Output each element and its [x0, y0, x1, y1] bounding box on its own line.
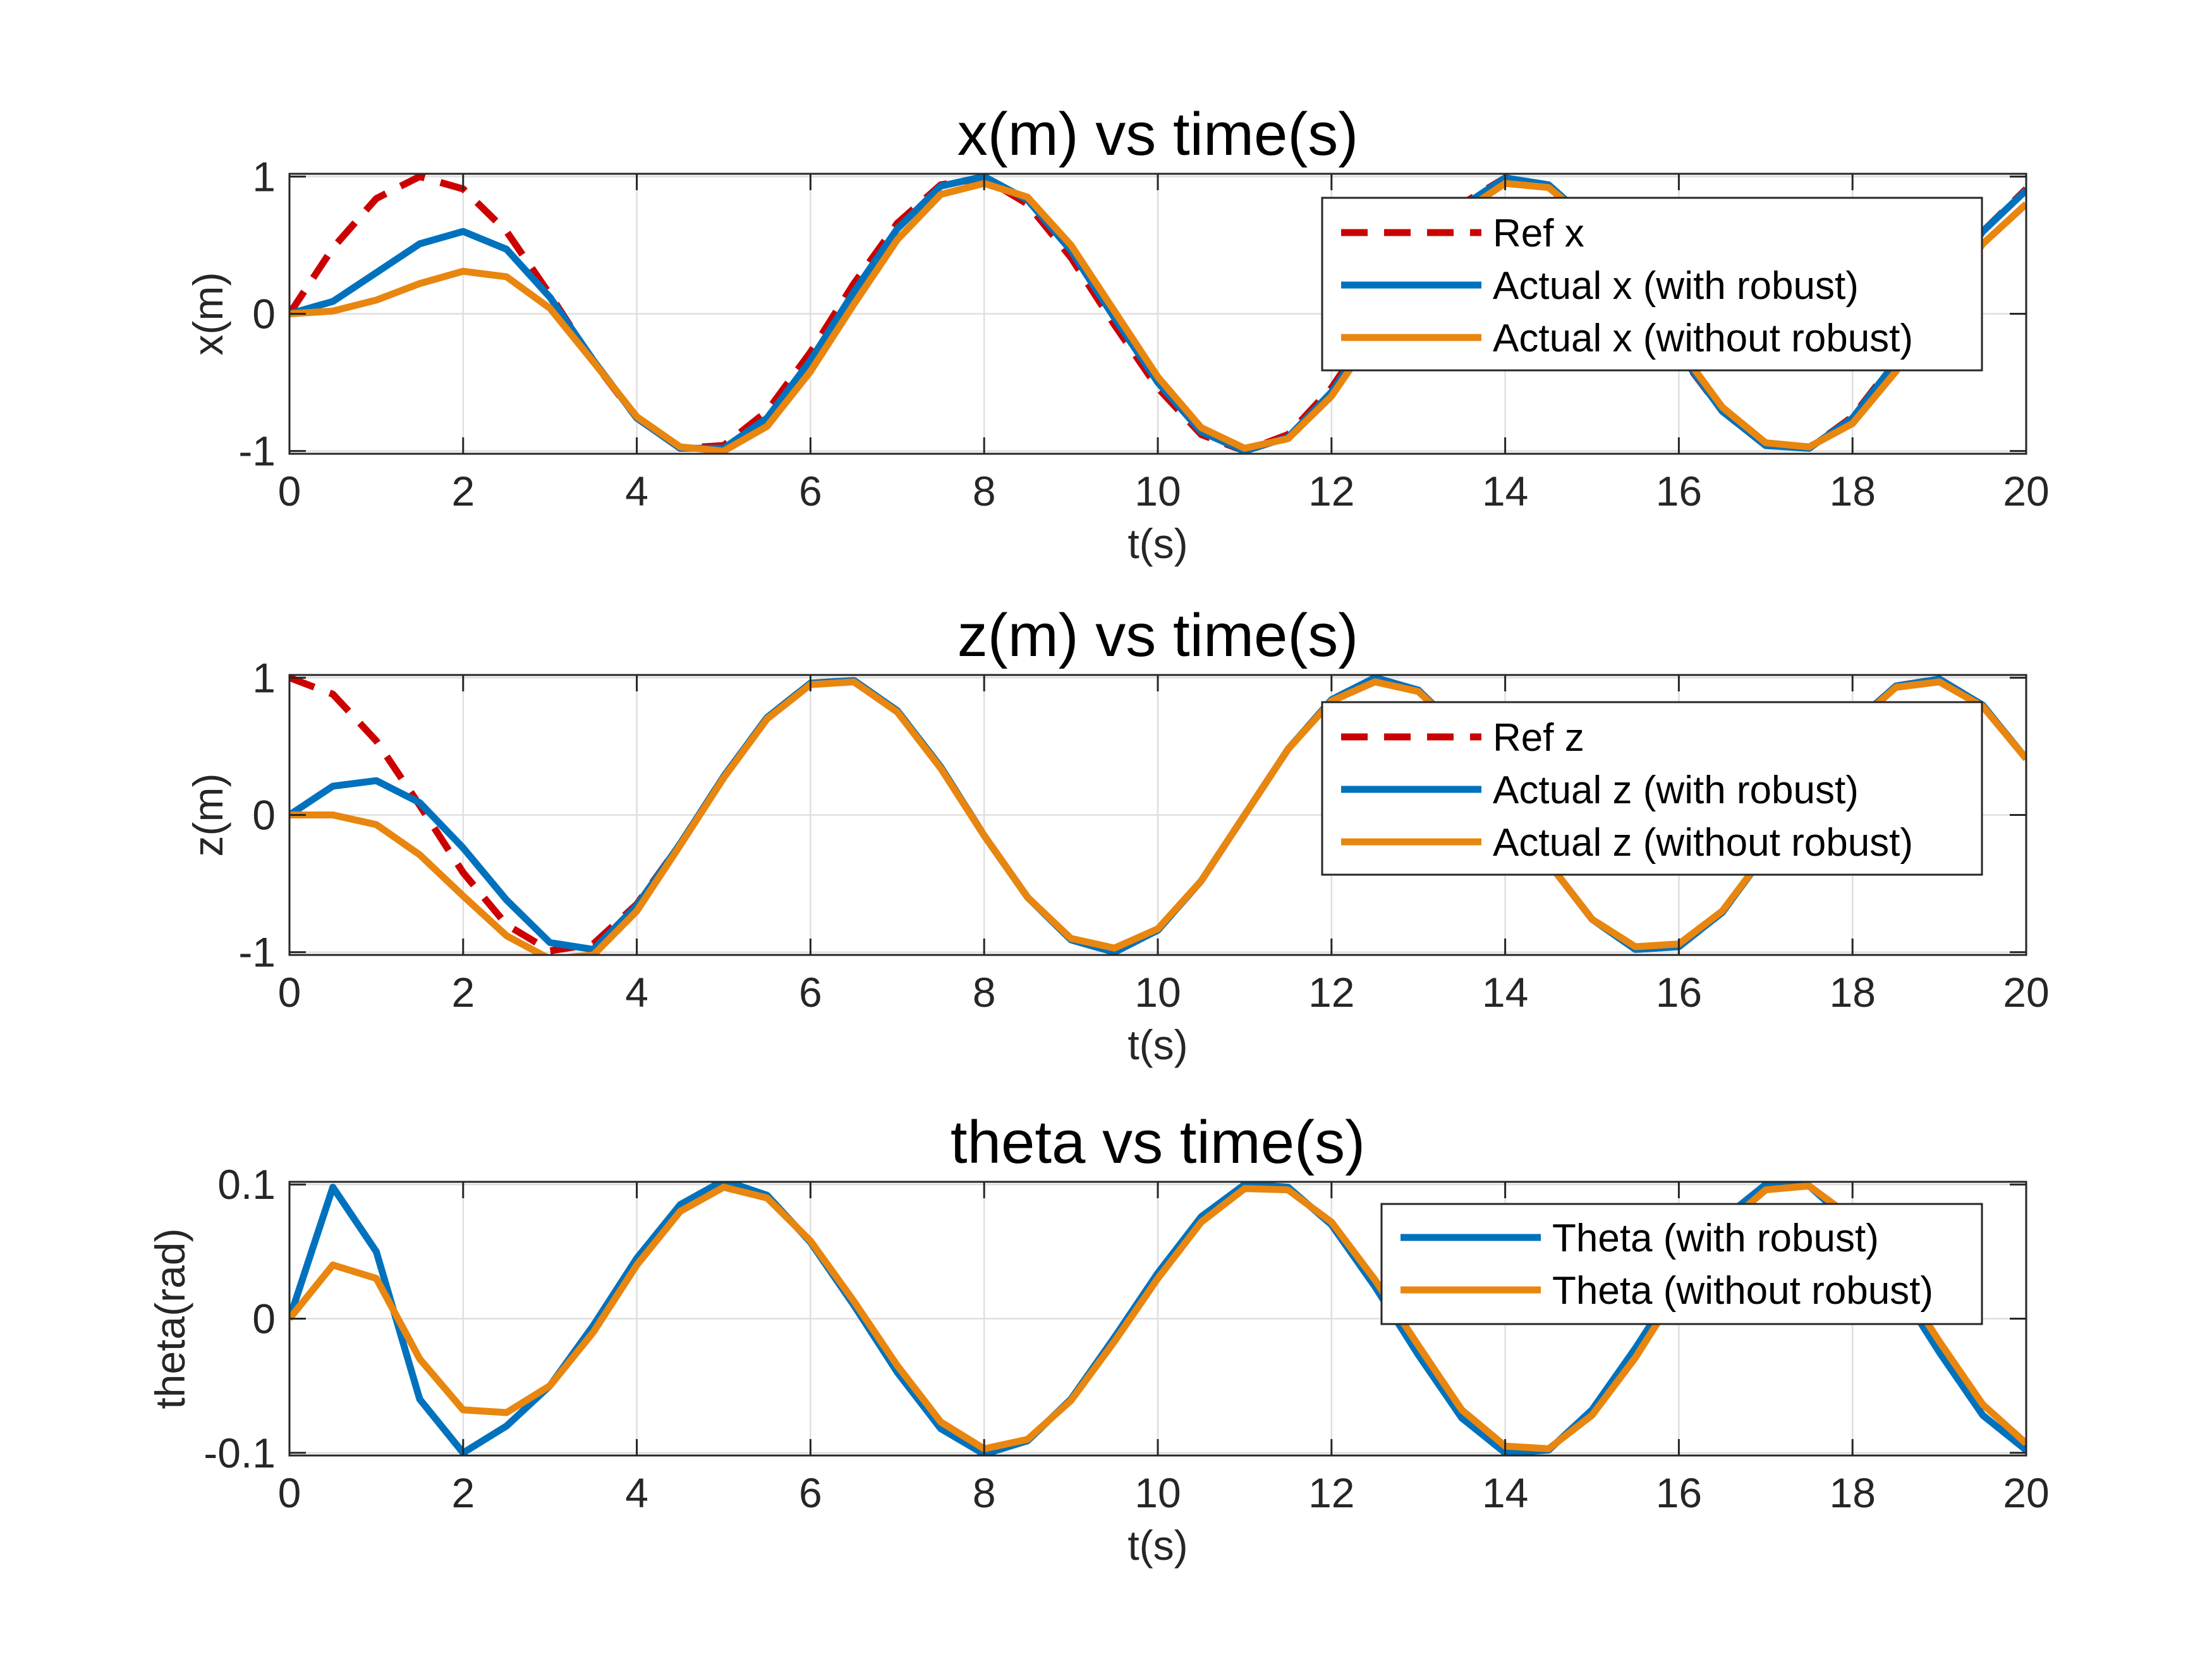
x-tick-label: 10 — [1134, 1469, 1181, 1516]
x-axis-label: t(s) — [1127, 1021, 1188, 1068]
legend-label-1: Ref x — [1493, 212, 1584, 255]
legend-box — [1380, 1203, 1983, 1325]
x-tick-label: 18 — [1829, 468, 1875, 514]
legend-label-1: Ref z — [1493, 716, 1584, 760]
x-tick-label: 4 — [625, 468, 648, 514]
legend: Theta (with robust) Theta (without robust… — [1380, 1203, 1983, 1325]
legend: Ref z Actual z (with robust) Actual z (wit… — [1321, 701, 1983, 876]
series-line-3 — [289, 678, 2026, 955]
x-tick-label: 8 — [973, 1469, 996, 1516]
x-tick-label: 2 — [451, 969, 475, 1016]
x-tick-label: 4 — [625, 1469, 648, 1516]
y-axis-label: z(m) — [185, 774, 231, 857]
x-tick-label: 16 — [1656, 969, 1702, 1016]
y-tick-label: -1 — [238, 428, 276, 475]
x-axis-label: t(s) — [1127, 520, 1188, 567]
x-tick-label: 6 — [799, 468, 822, 514]
y-tick-label: -0.1 — [204, 1430, 276, 1476]
legend-label-3: Actual x (without robust) — [1493, 317, 1913, 360]
legend-label-1: Theta (with robust) — [1552, 1217, 1879, 1260]
x-tick-label: 16 — [1656, 468, 1702, 514]
x-tick-label: 8 — [973, 969, 996, 1016]
y-tick-label: -1 — [238, 929, 276, 976]
legend-label-2: Actual x (with robust) — [1493, 264, 1859, 308]
x-tick-label: 12 — [1308, 1469, 1354, 1516]
x-tick-label: 12 — [1308, 969, 1354, 1016]
legend-label-2: Theta (without robust) — [1552, 1269, 1933, 1313]
x-tick-label: 18 — [1829, 1469, 1875, 1516]
x-tick-label: 14 — [1482, 969, 1528, 1016]
legend: Ref x Actual x (with robust) Actual x (wit… — [1321, 197, 1983, 372]
x-tick-label: 4 — [625, 969, 648, 1016]
x-tick-label: 12 — [1308, 468, 1354, 514]
x-tick-label: 10 — [1134, 468, 1181, 514]
x-tick-label: 18 — [1829, 969, 1875, 1016]
x-tick-label: 6 — [799, 969, 822, 1016]
y-tick-label: 0 — [252, 792, 276, 839]
x-tick-label: 0 — [278, 468, 301, 514]
chart-title: theta vs time(s) — [951, 1109, 1365, 1176]
x-tick-label: 20 — [2003, 1469, 2049, 1516]
y-axis-label: x(m) — [185, 272, 231, 356]
x-tick-label: 2 — [451, 1469, 475, 1516]
x-tick-label: 0 — [278, 969, 301, 1016]
x-tick-label: 10 — [1134, 969, 1181, 1016]
x-tick-label: 14 — [1482, 468, 1528, 514]
x-axis-label: t(s) — [1127, 1522, 1188, 1569]
series-line-3 — [289, 179, 2026, 454]
legend-label-2: Actual z (with robust) — [1493, 769, 1859, 812]
y-axis-label: theta(rad) — [147, 1228, 193, 1409]
x-tick-label: 8 — [973, 468, 996, 514]
x-tick-label: 20 — [2003, 969, 2049, 1016]
x-tick-label: 2 — [451, 468, 475, 514]
y-tick-label: 1 — [252, 654, 276, 701]
chart-title: z(m) vs time(s) — [957, 602, 1359, 669]
y-tick-label: 0 — [252, 1296, 276, 1342]
x-tick-label: 0 — [278, 1469, 301, 1516]
x-tick-label: 20 — [2003, 468, 2049, 514]
legend-label-3: Actual z (without robust) — [1493, 821, 1913, 865]
x-tick-label: 14 — [1482, 1469, 1528, 1516]
y-tick-label: 0.1 — [217, 1161, 276, 1208]
chart-title: x(m) vs time(s) — [957, 100, 1359, 168]
x-tick-label: 6 — [799, 1469, 822, 1516]
y-tick-label: 1 — [252, 153, 276, 200]
x-tick-label: 16 — [1656, 1469, 1702, 1516]
y-tick-label: 0 — [252, 291, 276, 337]
